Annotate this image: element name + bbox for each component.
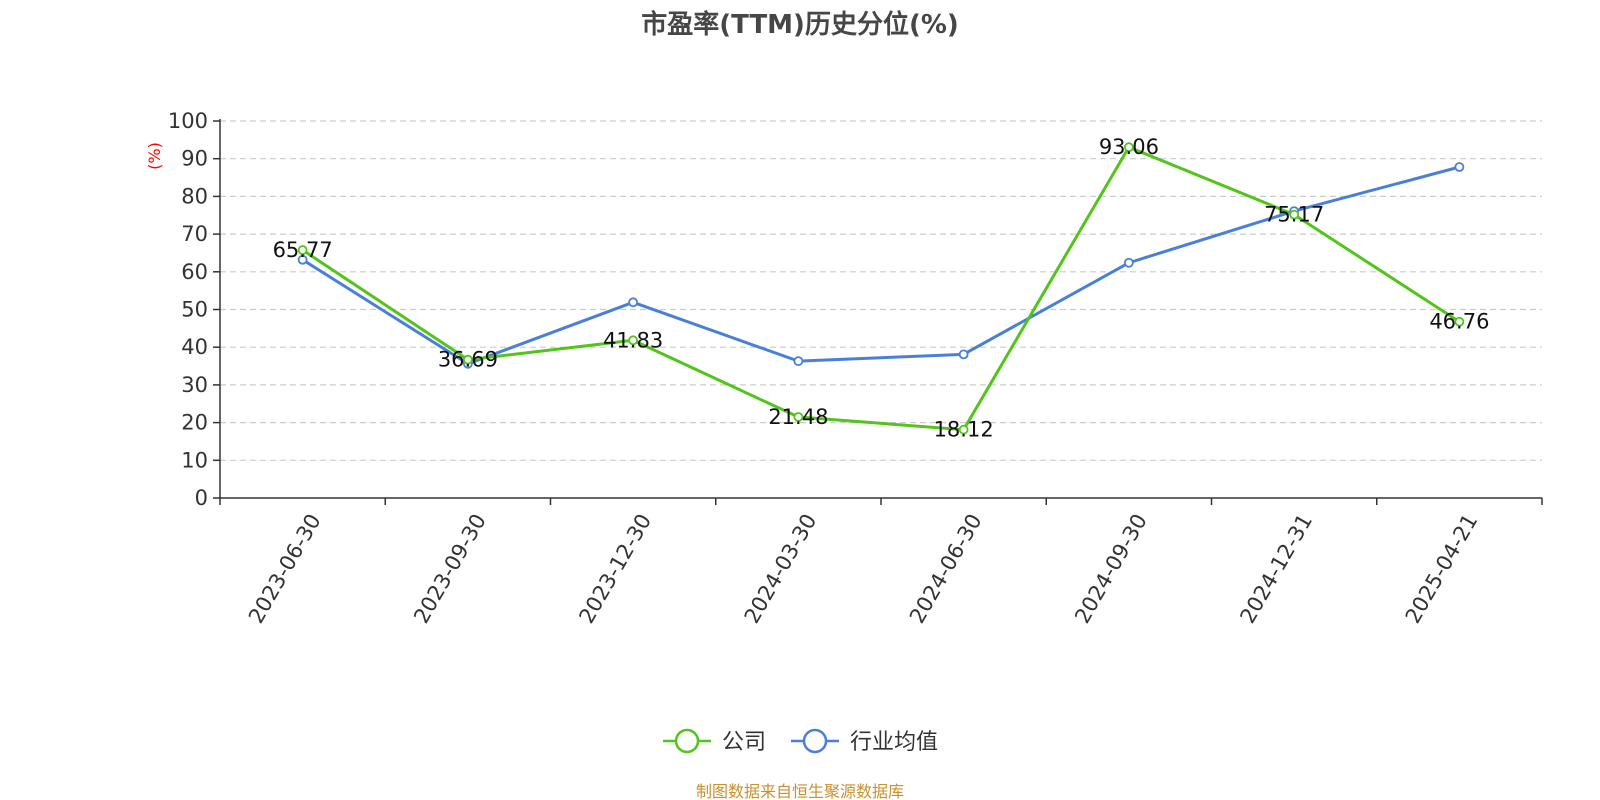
data-point[interactable] (628, 297, 639, 308)
y-tick-label: 50 (181, 298, 208, 322)
legend-label: 行业均值 (850, 730, 938, 755)
y-axis-unit-label: (%) (145, 142, 164, 170)
x-tick-label: 2024-12-31 (1235, 510, 1317, 628)
data-point[interactable] (1454, 162, 1465, 172)
y-tick-label: 80 (181, 184, 208, 208)
data-point[interactable] (628, 335, 639, 346)
legend-item-1[interactable]: 行业均值 (791, 728, 938, 755)
x-tick-label: 2023-06-30 (244, 510, 326, 628)
legend-label: 公司 (722, 730, 766, 755)
series-lines (297, 142, 1465, 435)
data-point[interactable] (297, 245, 308, 255)
x-tick-label: 2023-12-30 (574, 510, 656, 628)
y-tick-label: 30 (181, 373, 208, 397)
data-label: 36.69 (438, 348, 498, 372)
data-point[interactable] (958, 349, 969, 360)
x-tick-label: 2023-09-30 (409, 510, 491, 628)
y-tick-label: 60 (181, 260, 208, 284)
x-tick-label: 2024-03-30 (740, 510, 822, 628)
data-label: 65.77 (273, 238, 333, 262)
y-tick-label: 70 (181, 222, 208, 246)
series-line-1 (301, 165, 1460, 366)
grid-lines (220, 120, 1542, 461)
data-point[interactable] (793, 356, 804, 367)
data-point[interactable] (1289, 209, 1300, 220)
y-tick-label: 20 (181, 411, 208, 435)
data-label: 41.83 (603, 328, 663, 352)
legend[interactable]: 公司 行业均值 (663, 728, 938, 755)
legend-item-0[interactable]: 公司 (663, 728, 766, 755)
data-label: 21.48 (768, 405, 828, 429)
chart-title: 市盈率(TTM)历史分位(%) (641, 9, 959, 40)
x-tick-label: 2024-09-30 (1070, 510, 1152, 628)
data-label: 75.17 (1264, 203, 1324, 227)
legend-circle-icon (674, 728, 700, 754)
y-tick-label: 0 (195, 486, 208, 510)
y-tick-label: 90 (181, 147, 208, 171)
data-point[interactable] (1123, 257, 1134, 268)
y-tick-label: 100 (168, 109, 208, 133)
y-tick-label: 40 (181, 335, 208, 359)
series-line-0 (301, 145, 1461, 432)
data-point[interactable] (1454, 316, 1465, 327)
data-point[interactable] (297, 254, 308, 265)
x-tick-label: 2024-06-30 (905, 510, 987, 628)
data-label: 93.06 (1099, 135, 1159, 159)
data-point[interactable] (1123, 142, 1134, 153)
data-point[interactable] (462, 354, 473, 365)
y-tick-label: 10 (181, 448, 208, 472)
data-point[interactable] (958, 424, 969, 435)
data-label: 18.12 (934, 418, 994, 442)
source-note: 制图数据来自恒生聚源数据库 (696, 782, 904, 800)
x-tick-label: 2025-04-21 (1401, 510, 1483, 628)
data-point[interactable] (793, 412, 804, 422)
data-labels: 65.77 36.69 41.83 21.48 18.12 93.06 75.17 46.76 (273, 135, 1490, 442)
legend-circle-icon (802, 728, 828, 754)
axes: 0 10 20 30 40 50 60 70 80 90 100 2023-06-30 2023-09-… (168, 109, 1543, 628)
data-label: 46.76 (1429, 310, 1489, 334)
